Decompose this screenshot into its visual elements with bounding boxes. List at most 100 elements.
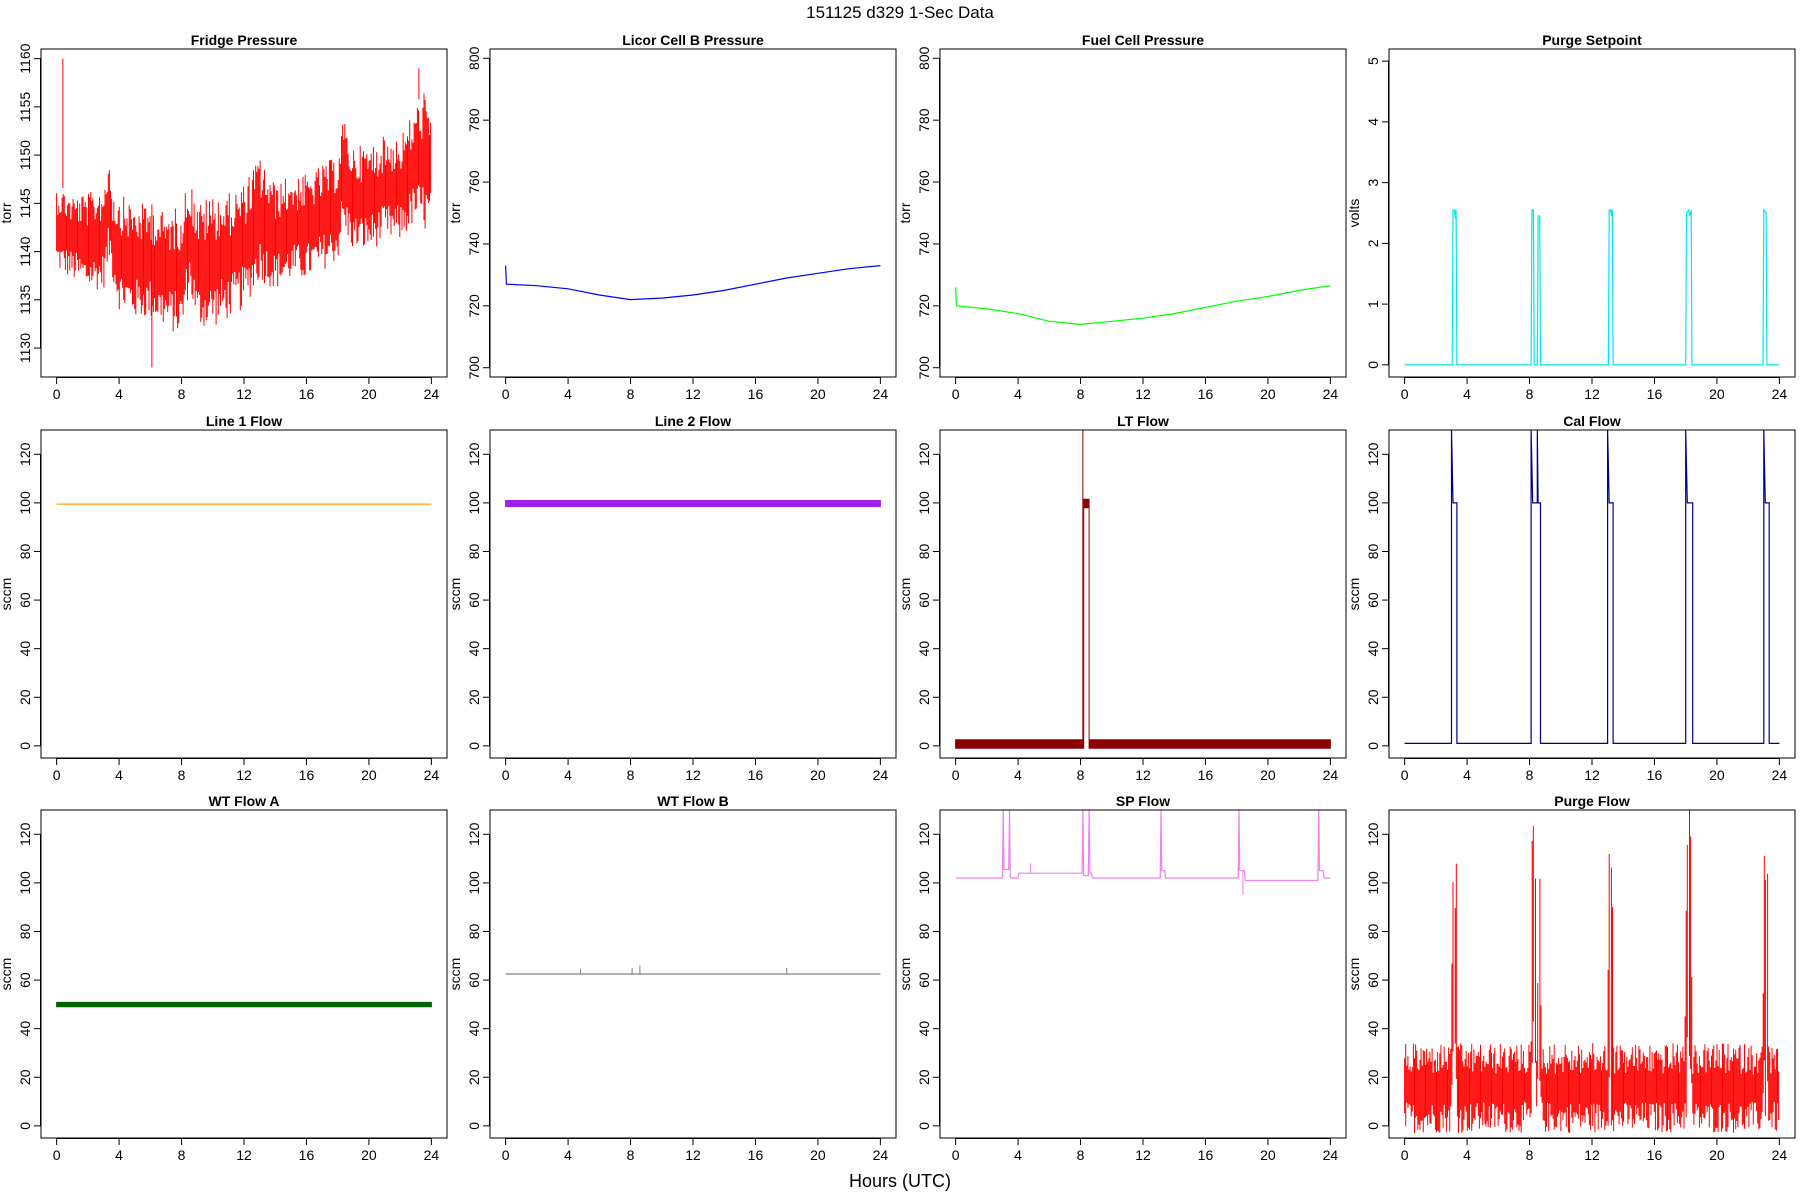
y-tick-label: 780 xyxy=(916,108,932,132)
y-tick-label: 100 xyxy=(466,871,482,895)
x-tick-label: 20 xyxy=(1260,1147,1276,1163)
y-tick-label: 5 xyxy=(1365,57,1381,65)
y-tick-label: 20 xyxy=(466,1069,482,1085)
data-layer xyxy=(56,1001,432,1008)
x-axis: 0 4 8 12 16 20 24 xyxy=(502,758,888,783)
y-tick-label: 100 xyxy=(466,491,482,515)
y-axis-label: sccm xyxy=(897,578,913,611)
series-line xyxy=(955,285,1331,326)
x-tick-label: 20 xyxy=(1709,767,1725,783)
panel-line-1-flow: Line 1 Flow 0 4 8 12 16 20 24 0 20 40 60 80 100 120 scc… xyxy=(0,413,448,783)
y-tick-label: 80 xyxy=(466,543,482,559)
page-title: 151125 d329 1-Sec Data xyxy=(806,3,994,22)
y-axis: 0 20 40 60 80 100 120 xyxy=(17,442,41,750)
x-tick-label: 4 xyxy=(115,767,123,783)
x-tick-label: 4 xyxy=(115,1147,123,1163)
panel-title: Fuel Cell Pressure xyxy=(1082,32,1204,48)
x-tick-label: 8 xyxy=(178,1147,186,1163)
x-tick-label: 16 xyxy=(299,1147,315,1163)
y-tick-label: 20 xyxy=(466,689,482,705)
y-axis: 0 20 40 60 80 100 120 xyxy=(1365,442,1389,750)
series-line xyxy=(955,810,1331,882)
x-tick-label: 20 xyxy=(361,1147,377,1163)
x-tick-label: 0 xyxy=(53,767,61,783)
plot-frame xyxy=(489,48,897,378)
data-layer xyxy=(1404,810,1780,1134)
x-tick-label: 0 xyxy=(502,386,510,402)
x-tick-label: 4 xyxy=(564,767,572,783)
series-band xyxy=(56,1001,432,1008)
y-axis: 0 20 40 60 80 100 120 xyxy=(17,822,41,1130)
y-tick-label: 100 xyxy=(1365,871,1381,895)
y-axis-label: torr xyxy=(0,202,14,223)
panel-title: Purge Flow xyxy=(1554,793,1630,809)
series-line xyxy=(1404,208,1780,366)
x-tick-label: 20 xyxy=(810,1147,826,1163)
y-tick-label: 800 xyxy=(916,46,932,70)
y-tick-label: 120 xyxy=(466,442,482,466)
y-tick-label: 760 xyxy=(466,170,482,194)
x-tick-label: 0 xyxy=(53,386,61,402)
y-tick-label: 0 xyxy=(1365,742,1381,750)
x-tick-label: 0 xyxy=(952,767,960,783)
y-tick-label: 0 xyxy=(1365,1122,1381,1130)
y-tick-label: 60 xyxy=(1365,592,1381,608)
y-axis: 700 720 740 760 780 800 xyxy=(466,46,490,379)
y-tick-label: 0 xyxy=(916,1122,932,1130)
panel-title: LT Flow xyxy=(1117,413,1169,429)
x-tick-label: 4 xyxy=(564,386,572,402)
y-tick-label: 40 xyxy=(466,641,482,657)
x-axis: 0 4 8 12 16 20 24 xyxy=(1401,1138,1788,1163)
y-tick-label: 760 xyxy=(916,170,932,194)
x-tick-label: 8 xyxy=(1077,386,1085,402)
x-tick-label: 0 xyxy=(1401,386,1409,402)
data-layer xyxy=(1404,208,1780,366)
x-tick-label: 4 xyxy=(1014,1147,1022,1163)
x-tick-label: 0 xyxy=(952,1147,960,1163)
y-axis: 0 20 40 60 80 100 120 xyxy=(916,442,940,750)
y-tick-label: 0 xyxy=(17,1122,33,1130)
y-tick-label: 700 xyxy=(916,356,932,380)
y-tick-label: 0 xyxy=(466,1122,482,1130)
y-tick-label: 100 xyxy=(17,491,33,515)
x-tick-label: 8 xyxy=(1526,767,1534,783)
data-layer xyxy=(955,285,1331,326)
x-tick-label: 8 xyxy=(627,1147,635,1163)
x-tick-label: 24 xyxy=(1323,767,1339,783)
x-tick-label: 20 xyxy=(1709,386,1725,402)
x-tick-label: 0 xyxy=(502,1147,510,1163)
x-axis: 0 4 8 12 16 20 24 xyxy=(1401,758,1787,783)
y-tick-label: 1150 xyxy=(17,140,33,170)
y-axis: 700 720 740 760 780 800 xyxy=(916,46,940,379)
plot-frame xyxy=(489,429,897,759)
data-layer xyxy=(505,265,881,301)
x-tick-label: 12 xyxy=(1584,767,1600,783)
x-axis: 0 4 8 12 16 20 24 xyxy=(1401,377,1787,402)
plot-frame xyxy=(939,809,1347,1139)
y-tick-label: 100 xyxy=(916,871,932,895)
series-noise xyxy=(1404,810,1780,1134)
x-tick-label: 24 xyxy=(424,386,440,402)
y-tick-label: 20 xyxy=(916,689,932,705)
x-tick-label: 24 xyxy=(1323,1147,1339,1163)
x-tick-label: 8 xyxy=(1526,386,1534,402)
y-tick-label: 1145 xyxy=(17,188,33,218)
plot-frame xyxy=(40,429,448,759)
x-tick-label: 4 xyxy=(1463,767,1471,783)
y-axis-label: sccm xyxy=(447,578,463,611)
y-tick-label: 720 xyxy=(916,294,932,318)
y-tick-label: 120 xyxy=(916,442,932,466)
y-axis-label: torr xyxy=(447,202,463,223)
y-tick-label: 120 xyxy=(1365,822,1381,846)
panel-title: Line 2 Flow xyxy=(655,413,731,429)
panel-licor-cell-b-pressure: Licor Cell B Pressure 0 4 8 12 16 20 24 700 720 74… xyxy=(447,32,897,402)
y-axis-label: sccm xyxy=(1346,578,1362,611)
data-layer xyxy=(505,965,881,975)
x-tick-label: 24 xyxy=(1772,1147,1788,1163)
x-axis: 0 4 8 12 16 20 24 xyxy=(952,1138,1339,1163)
x-tick-label: 16 xyxy=(1647,767,1663,783)
x-tick-label: 12 xyxy=(1584,1147,1600,1163)
